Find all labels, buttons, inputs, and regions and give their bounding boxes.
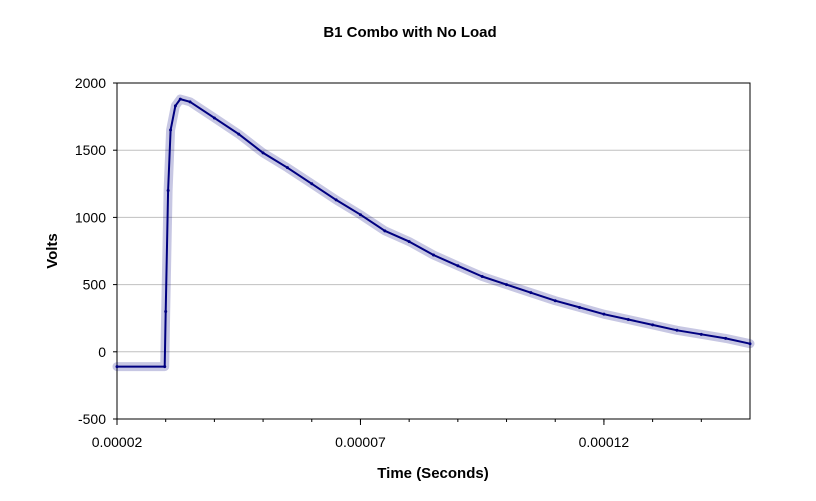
x-axis-ticks: 0.00002 0.00007 0.00012 bbox=[92, 419, 702, 450]
x-tick-label: 0.00012 bbox=[579, 434, 630, 450]
chart-title: B1 Combo with No Load bbox=[323, 24, 496, 41]
y-tick-label: 1500 bbox=[75, 142, 106, 158]
data-point bbox=[358, 213, 362, 217]
data-point bbox=[166, 189, 170, 193]
data-point bbox=[748, 342, 752, 346]
y-axis-label: Volts bbox=[44, 233, 61, 269]
y-tick-label: 2000 bbox=[75, 75, 106, 91]
gridlines bbox=[117, 149, 750, 353]
data-point bbox=[115, 365, 119, 369]
data-point bbox=[456, 264, 460, 268]
data-point bbox=[188, 100, 192, 104]
data-point bbox=[334, 198, 338, 202]
data-point bbox=[529, 291, 533, 295]
y-axis-ticks: 2000 1500 1000 500 0 -500 bbox=[75, 75, 117, 427]
data-point bbox=[578, 305, 582, 309]
plot-area bbox=[116, 82, 751, 420]
data-point bbox=[724, 336, 728, 340]
data-point bbox=[261, 151, 265, 155]
y-tick-label: 1000 bbox=[75, 209, 106, 225]
data-point bbox=[553, 299, 557, 303]
y-tick-label: 500 bbox=[83, 277, 107, 293]
series-layer bbox=[112, 94, 755, 372]
data-point bbox=[212, 116, 216, 120]
data-point bbox=[163, 365, 167, 369]
data-point bbox=[407, 240, 411, 244]
y-tick-label: -500 bbox=[78, 411, 106, 427]
data-point bbox=[699, 332, 703, 336]
data-point bbox=[505, 283, 509, 287]
data-point bbox=[310, 182, 314, 186]
data-point bbox=[651, 323, 655, 327]
data-point bbox=[602, 312, 606, 316]
data-point bbox=[173, 104, 177, 108]
data-point bbox=[432, 253, 435, 257]
data-point bbox=[675, 328, 679, 332]
series-noise-band bbox=[112, 94, 755, 372]
data-point bbox=[169, 128, 173, 132]
x-tick-label: 0.00002 bbox=[92, 434, 143, 450]
data-point bbox=[285, 166, 289, 170]
y-tick-label: 0 bbox=[98, 344, 106, 360]
data-point bbox=[480, 275, 484, 279]
x-tick-label: 0.00007 bbox=[335, 434, 386, 450]
x-axis-label: Time (Seconds) bbox=[377, 465, 488, 482]
data-point bbox=[237, 132, 241, 136]
data-point bbox=[383, 229, 387, 233]
data-point bbox=[164, 309, 168, 313]
data-point bbox=[178, 97, 182, 101]
data-point bbox=[626, 318, 630, 322]
